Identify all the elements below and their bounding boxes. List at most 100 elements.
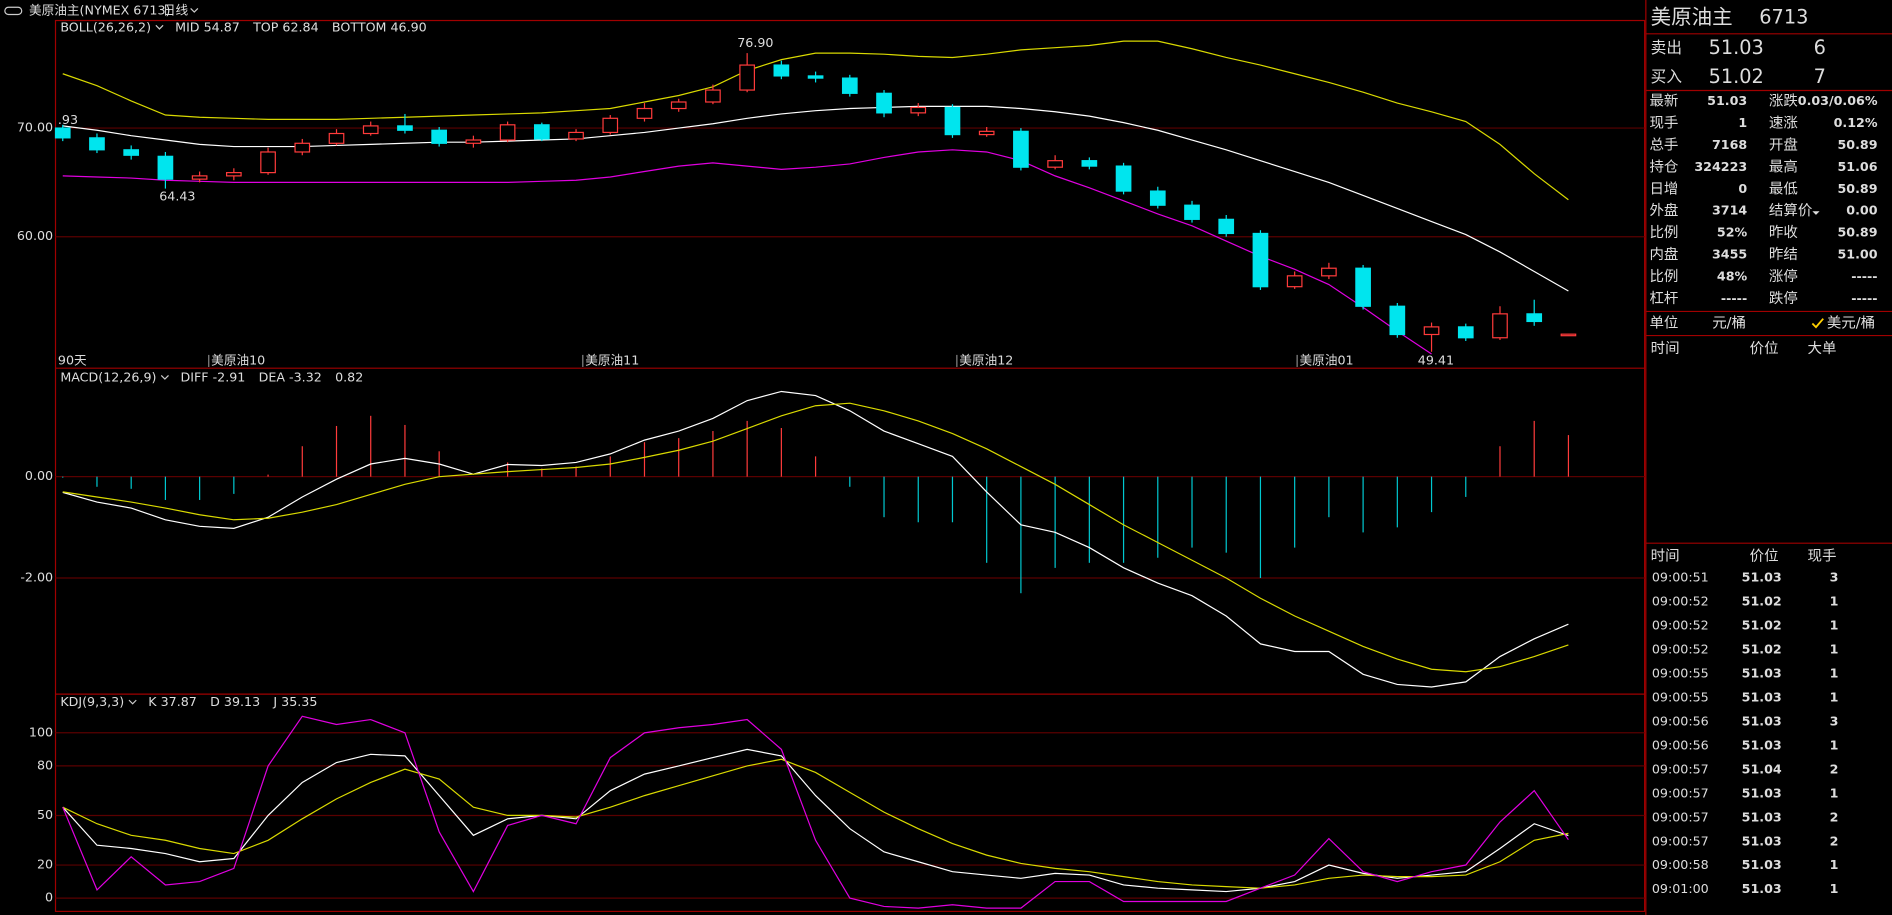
unit-option[interactable]: 美元/桶: [1827, 315, 1875, 332]
candle-body: [465, 139, 482, 144]
chart-frame: [54, 19, 1646, 912]
tick-time: 09:00:57: [1652, 785, 1709, 800]
stat-label: 最新: [1649, 92, 1678, 109]
unit-label: 单位: [1649, 315, 1678, 332]
stat-value: 51.06: [1837, 159, 1877, 174]
legend-item: K 37.87: [148, 694, 197, 709]
candle-body: [1321, 267, 1337, 277]
y-tick-label: 70.00: [17, 120, 53, 135]
price-annotation: 64.43: [159, 188, 195, 203]
stat-value: 50.89: [1837, 181, 1877, 196]
tick-time: 09:00:55: [1652, 690, 1709, 705]
legend-item: 0.82: [335, 369, 363, 384]
quote-code: 6713: [1759, 6, 1808, 29]
column-header: 现手: [1808, 547, 1837, 564]
candle-body: [294, 142, 311, 153]
tick-volume: 2: [1830, 761, 1839, 776]
candle-body: [260, 151, 276, 174]
candle-body: [1286, 275, 1303, 288]
candle-body: [876, 92, 892, 114]
indicator-line: [62, 105, 1569, 292]
tick-time: 09:00:57: [1652, 761, 1709, 776]
legend-item: D 39.13: [210, 694, 260, 709]
candle-body: [602, 117, 619, 134]
column-header: 时间: [1651, 547, 1680, 564]
price-annotation: 76.90: [737, 35, 773, 50]
stat-value: 52%: [1717, 225, 1748, 240]
legend-item: BOTTOM 46.90: [332, 19, 427, 34]
column-header: 大单: [1808, 340, 1837, 357]
x-label: 美原油11: [585, 352, 639, 367]
candle-body: [910, 106, 927, 114]
candle-body: [1115, 165, 1132, 192]
candle-body: [1423, 326, 1440, 336]
candle-body: [1457, 326, 1474, 339]
indicator-line: [62, 40, 1569, 201]
tick-time: 09:00:58: [1652, 857, 1709, 872]
candle-body: [89, 137, 105, 151]
candle-body: [670, 101, 687, 110]
candle-body: [1013, 130, 1029, 168]
tick-volume: 2: [1830, 809, 1839, 824]
candle-body: [157, 155, 174, 180]
link-icon[interactable]: [4, 6, 23, 16]
unit-option[interactable]: 元/桶: [1712, 315, 1746, 332]
tick-volume: 2: [1830, 833, 1839, 848]
stat-value: -----: [1721, 291, 1747, 306]
order-volume: 7: [1814, 65, 1826, 88]
candle-body: [1252, 232, 1269, 288]
indicator-line: [62, 390, 1569, 688]
x-label: 美原油12: [959, 352, 1013, 367]
settle-chevron[interactable]: [1812, 211, 1820, 215]
candle-body: [397, 125, 413, 131]
tick-time: 09:00:52: [1652, 642, 1709, 657]
tick-time: 09:00:52: [1652, 618, 1709, 633]
candle-body: [362, 125, 379, 135]
stat-label: 结算价: [1769, 202, 1813, 219]
legend-chevron[interactable]: [155, 24, 164, 30]
period-chevron[interactable]: [190, 8, 199, 13]
order-price: 51.03: [1709, 36, 1764, 59]
stat-label: 速涨: [1769, 114, 1798, 131]
stat-value: -----: [1851, 269, 1877, 284]
stat-value: 1: [1738, 115, 1747, 130]
stat-label: 开盘: [1769, 135, 1798, 153]
candle-body: [636, 107, 653, 119]
indicator-line: [62, 402, 1569, 673]
column-header: 价位: [1750, 340, 1779, 357]
stat-value: 51.03: [1707, 93, 1747, 108]
stat-label: 外盘: [1649, 201, 1678, 219]
period[interactable]: 日线: [163, 2, 189, 17]
indicator-line: [62, 748, 1569, 893]
tick-price: 51.02: [1742, 594, 1782, 609]
tick-volume: 1: [1830, 666, 1839, 681]
stat-value: -----: [1851, 291, 1877, 306]
instrument[interactable]: 美原油主(NYMEX 6713): [29, 2, 171, 17]
stat-label: 杠杆: [1649, 290, 1678, 307]
candle-body: [1560, 333, 1577, 337]
stat-label: 内盘: [1649, 245, 1678, 263]
stat-value: 50.89: [1837, 225, 1877, 240]
stat-label: 昨收: [1769, 224, 1798, 241]
legend-item: MACD(12,26,9): [60, 369, 156, 384]
tick-volume: 1: [1830, 618, 1839, 633]
candle-body: [226, 172, 242, 177]
tick-volume: 1: [1830, 737, 1839, 752]
legend-chevron[interactable]: [160, 374, 169, 380]
candle-body: [841, 77, 858, 94]
y-tick-label: 100: [29, 724, 53, 739]
indicator-line: [62, 758, 1569, 889]
stat-value: 0.00: [1846, 203, 1877, 218]
candle-body: [328, 132, 345, 144]
stat-value: 50.89: [1837, 137, 1877, 152]
candle-body: [1389, 305, 1406, 336]
candle-body: [1526, 313, 1543, 323]
legend-chevron[interactable]: [128, 699, 137, 705]
legend-item: BOLL(26,26,2): [60, 19, 151, 34]
candle-body: [1492, 313, 1508, 339]
candle-body: [1218, 218, 1235, 235]
order-label: 买入: [1651, 67, 1683, 86]
y-tick-label: 0.00: [25, 468, 53, 483]
